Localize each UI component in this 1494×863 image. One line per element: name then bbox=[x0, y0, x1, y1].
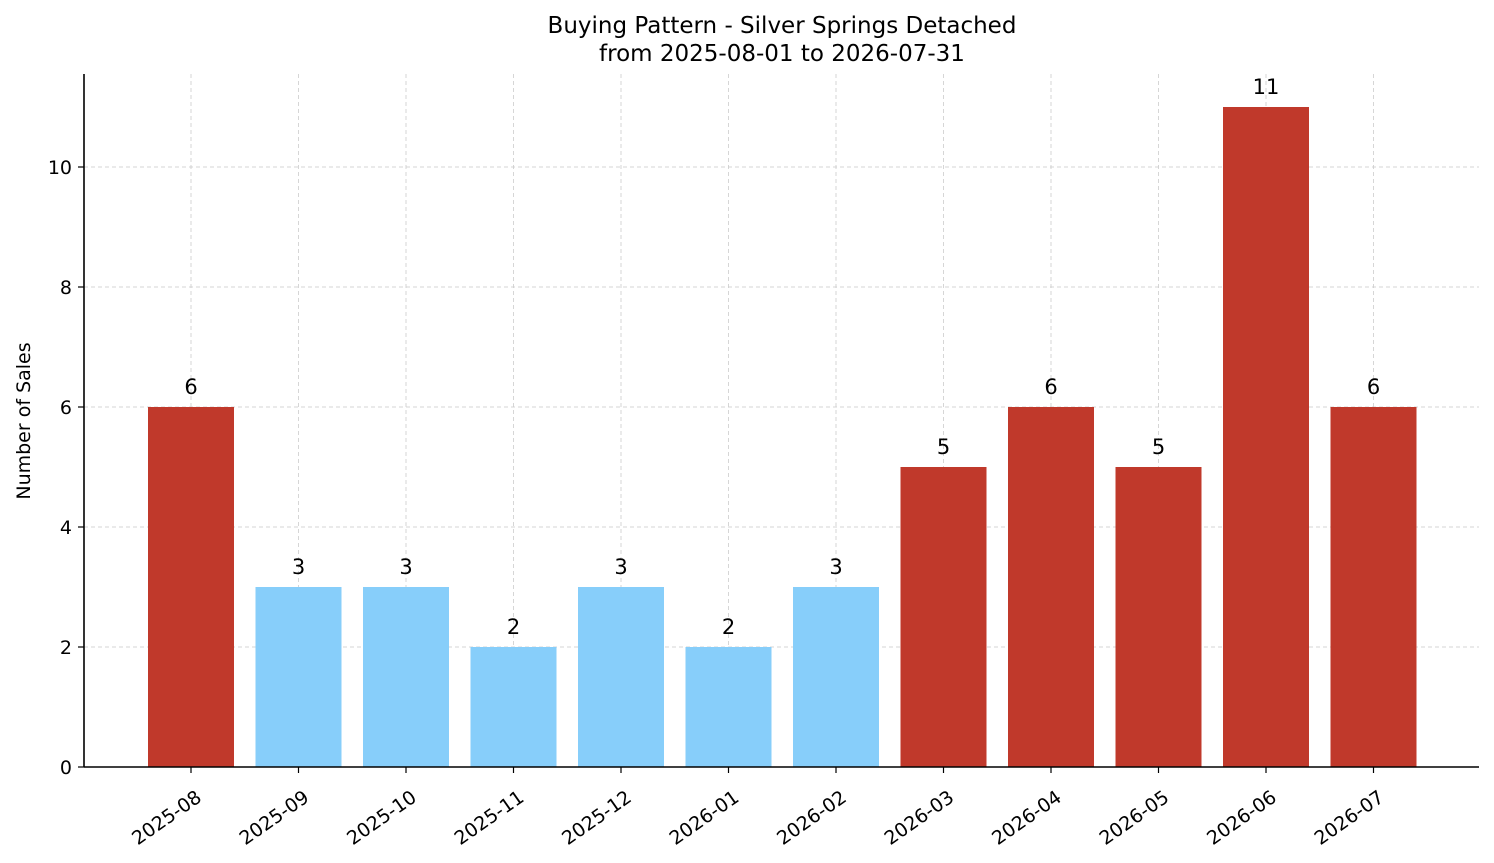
x-tick-label: 2026-03 bbox=[881, 786, 959, 850]
x-tick-label: 2026-06 bbox=[1203, 786, 1281, 850]
y-tick-label: 6 bbox=[60, 397, 72, 419]
x-tick-label: 2025-11 bbox=[451, 786, 529, 850]
chart-title: Buying Pattern - Silver Springs Detached bbox=[548, 13, 1017, 39]
y-tick-label: 8 bbox=[60, 277, 72, 299]
value-label-layer: 6 3 3 2 3 2 3 5 6 5 11 6 bbox=[184, 75, 1380, 639]
y-tick-label: 0 bbox=[60, 757, 72, 779]
bar bbox=[148, 407, 234, 767]
bar bbox=[578, 587, 664, 767]
bar-value-label: 6 bbox=[184, 375, 197, 399]
x-tick-label: 2025-10 bbox=[343, 786, 421, 850]
x-tick-label: 2025-09 bbox=[236, 786, 314, 850]
bar-value-label: 2 bbox=[722, 615, 735, 639]
bar bbox=[685, 647, 772, 767]
bar bbox=[793, 587, 879, 767]
bar bbox=[1008, 407, 1094, 767]
bar bbox=[255, 587, 342, 767]
y-axis-label: Number of Sales bbox=[13, 342, 35, 499]
x-tick-label: 2025-08 bbox=[128, 786, 206, 850]
x-tick-label: 2026-01 bbox=[666, 786, 744, 850]
bar-value-label: 2 bbox=[507, 615, 520, 639]
bar bbox=[900, 467, 987, 767]
x-tick-label: 2026-02 bbox=[773, 786, 851, 850]
bar-value-label: 3 bbox=[614, 555, 627, 579]
chart-subtitle: from 2025-08-01 to 2026-07-31 bbox=[599, 41, 965, 67]
bar-layer bbox=[148, 107, 1417, 767]
x-tick-label: 2025-12 bbox=[558, 786, 636, 850]
bar bbox=[1330, 407, 1417, 767]
bar-value-label: 6 bbox=[1367, 375, 1380, 399]
bar-value-label: 5 bbox=[1152, 435, 1165, 459]
bar-value-label: 3 bbox=[399, 555, 412, 579]
bar bbox=[1115, 467, 1202, 767]
y-tick-label: 4 bbox=[60, 517, 72, 539]
bar bbox=[363, 587, 449, 767]
bar-value-label: 3 bbox=[292, 555, 305, 579]
bar-value-label: 5 bbox=[937, 435, 950, 459]
x-tick-label: 2026-04 bbox=[988, 786, 1066, 850]
bar bbox=[470, 647, 557, 767]
x-tick-label: 2026-07 bbox=[1311, 786, 1389, 850]
bar bbox=[1223, 107, 1309, 767]
bar-value-label: 3 bbox=[829, 555, 842, 579]
bar-value-label: 6 bbox=[1044, 375, 1057, 399]
x-tick-label: 2026-05 bbox=[1096, 786, 1174, 850]
y-tick-label: 10 bbox=[48, 157, 72, 179]
bar-value-label: 11 bbox=[1253, 75, 1280, 99]
y-tick-label: 2 bbox=[60, 637, 72, 659]
